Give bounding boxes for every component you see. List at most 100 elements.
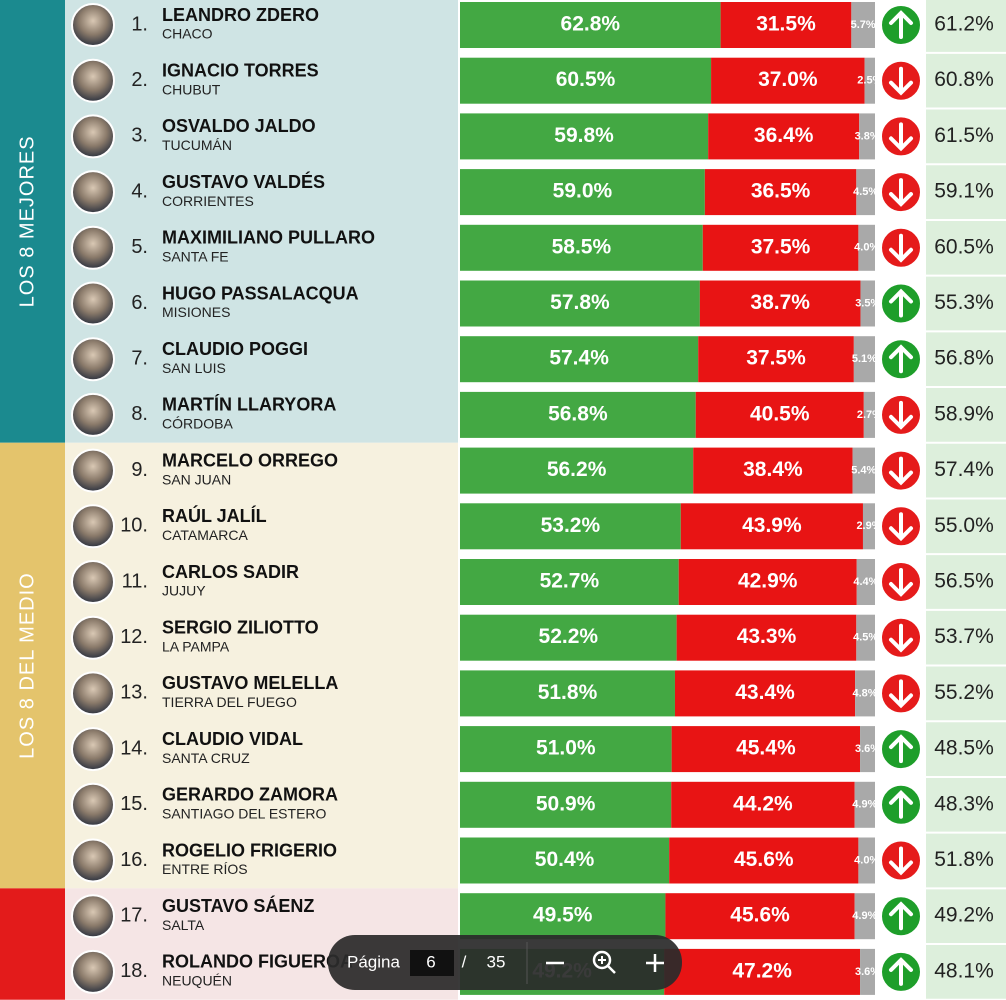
- province: CHACO: [162, 26, 213, 42]
- value-label: 42.9%: [738, 570, 798, 593]
- rank: 17.: [120, 904, 148, 926]
- trend-arrow: [889, 233, 913, 263]
- trend-arrow: [889, 512, 913, 542]
- previous-value: 55.2%: [934, 681, 994, 704]
- neutral-bar: [854, 893, 875, 940]
- photo: [71, 949, 115, 994]
- name: CARLOS SADIR: [162, 562, 299, 582]
- trend-arrow: [889, 66, 913, 96]
- value-label: 47.2%: [732, 959, 792, 982]
- disapprove-bar: [674, 670, 856, 717]
- name: GERARDO ZAMORA: [162, 785, 338, 805]
- rank: 12.: [120, 626, 148, 648]
- previous-value: 48.5%: [934, 737, 994, 760]
- disapprove-bar: [680, 503, 863, 550]
- approve-bar: [460, 113, 709, 160]
- neutral-bar: [856, 169, 875, 216]
- province: SANTA FE: [162, 249, 229, 265]
- value-label: 44.2%: [733, 792, 793, 815]
- rank: 9.: [131, 459, 148, 481]
- value-label: 60.5%: [556, 68, 616, 91]
- neutral-bar: [855, 670, 875, 717]
- province: CATAMARCA: [162, 527, 248, 543]
- previous-value: 55.3%: [934, 291, 994, 314]
- photo: [71, 392, 115, 437]
- zoom-search[interactable]: [592, 950, 616, 974]
- photo: [71, 114, 115, 159]
- zoom-in[interactable]: [646, 954, 664, 972]
- value-label: 3.6%: [855, 966, 880, 978]
- trend-arrow: [889, 846, 913, 876]
- value-label: 4.4%: [853, 576, 878, 588]
- disapprove-bar: [695, 391, 864, 438]
- page-input[interactable]: [410, 950, 454, 976]
- previous-value: 56.8%: [934, 347, 994, 370]
- neutral-bar: [858, 224, 875, 271]
- previous-value: 48.1%: [934, 959, 994, 982]
- photo: [71, 170, 115, 215]
- province: TIERRA DEL FUEGO: [162, 694, 297, 710]
- value-label: 38.4%: [743, 458, 803, 481]
- previous-value: 55.0%: [934, 514, 994, 537]
- province: SAN JUAN: [162, 471, 231, 487]
- province: SANTA CRUZ: [162, 750, 250, 766]
- disapprove-bar: [702, 224, 859, 271]
- page-total: 35: [487, 952, 506, 971]
- rank: 6.: [131, 292, 148, 314]
- rank: 1.: [131, 13, 148, 35]
- rank: 16.: [120, 849, 148, 871]
- value-label: 45.6%: [730, 904, 790, 927]
- neutral-bar: [862, 503, 875, 550]
- neutral-bar: [858, 837, 875, 884]
- value-label: 5.1%: [852, 353, 877, 365]
- photo: [71, 671, 115, 716]
- photo: [71, 727, 115, 772]
- value-label: 43.4%: [735, 681, 795, 704]
- photo: [71, 504, 115, 549]
- name: HUGO PASSALACQUA: [162, 283, 359, 303]
- value-label: 4.0%: [854, 242, 879, 254]
- neutral-bar: [863, 391, 875, 438]
- trend-arrow: [889, 456, 913, 486]
- value-label: 56.2%: [547, 458, 607, 481]
- value-label: 52.7%: [540, 570, 600, 593]
- value-label: 52.2%: [539, 625, 599, 648]
- disapprove-bar: [699, 280, 861, 327]
- disapprove-bar: [664, 948, 861, 995]
- name: MARCELO ORREGO: [162, 450, 338, 470]
- approve-bar: [460, 503, 681, 550]
- value-label: 36.5%: [751, 180, 811, 203]
- name: ROLANDO FIGUEROA: [162, 952, 353, 972]
- neutral-bar: [851, 2, 875, 48]
- name: GUSTAVO VALDÉS: [162, 171, 325, 192]
- province: JUJUY: [162, 583, 206, 599]
- value-label: 45.6%: [734, 848, 794, 871]
- photo: [71, 3, 115, 47]
- photo: [71, 894, 115, 939]
- photo: [71, 58, 115, 103]
- rank: 7.: [131, 347, 148, 369]
- trend-arrow: [889, 623, 913, 653]
- value-label: 49.5%: [533, 904, 593, 927]
- trend-arrow: [889, 288, 913, 318]
- value-label: 4.8%: [853, 687, 878, 699]
- group-bg: [65, 442, 458, 889]
- group-strip: [0, 888, 65, 1000]
- toolbar-bg: [328, 935, 682, 990]
- previous-value: 49.2%: [934, 904, 994, 927]
- rank: 11.: [122, 570, 148, 592]
- neutral-bar: [860, 726, 875, 773]
- neutral-bar: [852, 447, 875, 494]
- name: RAÚL JALÍL: [162, 505, 267, 526]
- previous-value: 61.5%: [934, 124, 994, 147]
- province: SALTA: [162, 917, 205, 933]
- previous-value: 60.8%: [934, 68, 994, 91]
- group-strip: [0, 0, 65, 443]
- rank: 3.: [131, 125, 148, 147]
- value-label: 3.8%: [855, 130, 880, 142]
- value-label: 38.7%: [750, 291, 810, 314]
- value-label: 2.5%: [857, 75, 882, 87]
- trend-arrow: [889, 568, 913, 597]
- value-label: 4.0%: [854, 854, 879, 866]
- name: IGNACIO TORRES: [162, 60, 319, 80]
